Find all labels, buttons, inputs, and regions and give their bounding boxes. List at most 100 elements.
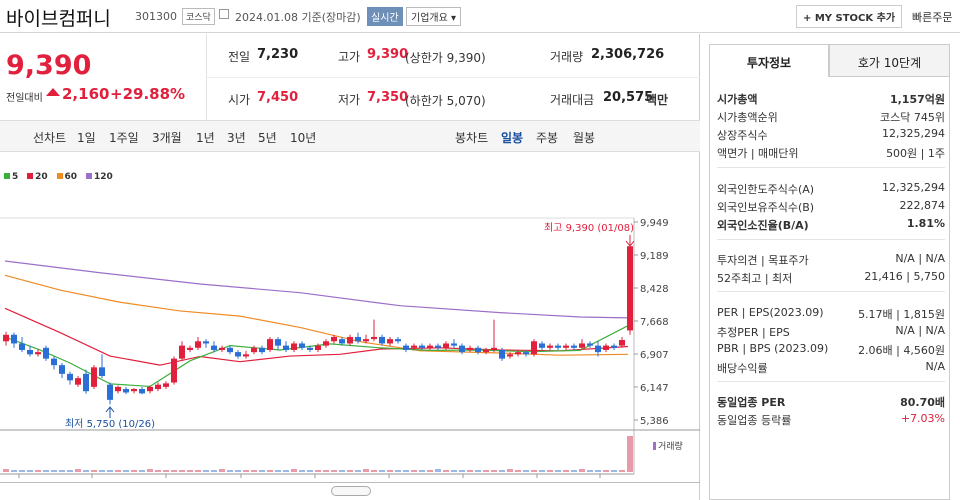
volume-bar [611,470,617,472]
volume-bar [443,470,449,472]
prev-label: 전일 [228,50,251,64]
candle [315,345,321,350]
period-10y[interactable]: 10년 [290,131,317,145]
x-tick-label: 11/01 [152,481,181,482]
candle [443,343,449,348]
volume-bar [427,470,433,472]
candle [259,347,265,353]
period-1y[interactable]: 1년 [196,131,215,145]
x-tick-label: 12/11 [449,481,478,482]
candle [331,336,337,342]
chart-scrollbar[interactable] [0,482,700,500]
volume-bar [259,470,265,472]
volume-bar [219,469,225,472]
candle [131,389,137,392]
candle [459,345,465,353]
candle [507,354,513,357]
quick-order-link[interactable]: 빠른주문 [912,11,953,24]
candle [219,347,225,350]
candle [515,352,521,355]
candle [587,343,593,346]
period-1w[interactable]: 1주일 [109,131,139,145]
legend-ma5: 5 [4,172,18,182]
volume-bar [491,470,497,472]
high-arrow-head [625,240,635,247]
volume-bar [451,470,457,472]
volume-bar [395,470,401,472]
upper-limit: (상한가 9,390) [405,51,486,65]
realtime-button[interactable]: 실시간 [367,7,403,26]
lower-limit: (하한가 5,070) [405,94,486,108]
stock-code: 301300 [135,10,177,23]
candle [59,365,65,374]
info-row: 외국인한도주식수(A) 12,325,294 [717,181,945,197]
base-date: 2024.01.08 기준(장마감) [235,11,361,24]
volume-bar [619,470,625,472]
ma-line [4,260,629,319]
daily-candle-tab[interactable]: 일봉 [501,131,524,145]
candle [299,343,305,348]
tab-invest-info[interactable]: 투자정보 [709,44,829,77]
amount-unit: 백만 [646,93,669,107]
volume-bar [123,470,129,472]
price-chart[interactable]: 9,949 9,189 8,428 7,668 6,907 6,147 5,386 10/12… [0,152,700,482]
volume-bar [571,470,577,472]
candle [483,349,489,353]
volume-bar [515,470,521,472]
chart-toolbar: 선차트 1일 1주일 3개월 1년 3년 5년 10년 봉차트 일봉 주봉 월봉 [0,120,700,152]
info-row: 투자의견 | 목표주가 N/A | N/A [717,252,945,268]
period-3y[interactable]: 3년 [227,131,246,145]
info-key: 시가총액순위 [717,111,778,124]
x-tick-label: 01/02 [586,481,615,482]
weekly-candle-tab[interactable]: 주봉 [536,131,559,145]
volume-bar [627,436,633,472]
volume-bar [315,470,321,472]
y-tick-label: 8,428 [640,284,669,295]
volume-bar [3,469,9,472]
info-value: 80.70배 [900,396,945,409]
change-percent: +29.88% [110,85,186,103]
volume-bar [211,470,217,472]
volume-bar [507,469,513,472]
volume-bar [155,470,161,472]
x-tick-label: 11/30 [375,481,404,482]
info-row: 상장주식수 12,325,294 [717,127,945,143]
info-value: 1.81% [906,217,945,230]
info-row: 동일업종 PER 80.70배 [717,394,945,410]
info-value: 222,874 [899,199,946,212]
company-overview-button[interactable]: 기업개요 ▾ [406,7,461,26]
volume-bar [603,470,609,472]
period-3m[interactable]: 3개월 [152,131,182,145]
info-value: 21,416 | 5,750 [864,270,945,283]
add-mystock-button[interactable]: + MY STOCK 추가 [796,5,903,28]
candle [499,349,505,359]
volume-bar [139,470,145,472]
volume-bar [243,470,249,472]
scroll-handle[interactable] [331,486,371,496]
candle [395,339,401,342]
candle [243,354,249,357]
candle [115,386,121,392]
info-row: PBR | BPS (2023.09) 2.06배 | 4,560원 [717,342,945,358]
volume-bar [115,470,121,472]
candle [611,345,617,348]
monthly-candle-tab[interactable]: 월봉 [573,131,596,145]
info-row: 시가총액 1,157억원 [717,91,945,107]
period-5y[interactable]: 5년 [258,131,277,145]
candle [387,339,393,344]
volume-bar [171,470,177,472]
period-1d[interactable]: 1일 [77,131,96,145]
candle [75,378,81,385]
amount-value: 20,575 [603,90,654,105]
info-row: PER | EPS(2023.09) 5.17배 | 1,815원 [717,306,945,322]
volume-label: 거래량 [550,50,584,64]
volume-bar [11,470,17,472]
candle [579,343,585,348]
candle [435,345,441,348]
info-key: 동일업종 PER [717,396,786,409]
candle [235,352,241,357]
candle [155,384,161,390]
tab-orderbook[interactable]: 호가 10단계 [829,44,950,77]
info-value: 5.17배 | 1,815원 [858,308,945,321]
candle [179,345,185,359]
